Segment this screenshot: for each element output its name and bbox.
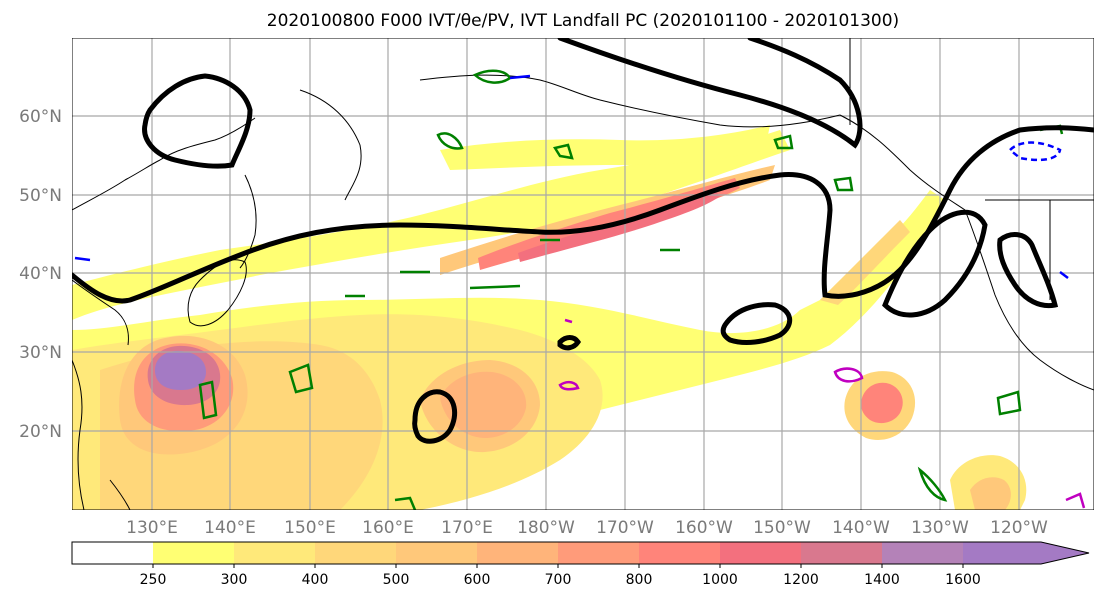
lon-label-130e: 130°E xyxy=(126,518,178,538)
colorbar-label: 1200 xyxy=(783,572,819,588)
colorbar-label: 250 xyxy=(140,572,167,588)
colorbar-label: 500 xyxy=(383,572,410,588)
coastlines xyxy=(72,38,1094,510)
lon-label-140w: 140°W xyxy=(832,518,890,538)
colorbar-segment xyxy=(558,542,639,564)
colorbar-label: 600 xyxy=(464,572,491,588)
lat-label-50: 50°N xyxy=(19,186,62,206)
colorbar-label: 800 xyxy=(626,572,653,588)
pv-contours xyxy=(74,74,1086,509)
colorbar-label: 1400 xyxy=(864,572,900,588)
colorbar-label: 300 xyxy=(221,572,248,588)
colorbar-segment xyxy=(963,542,1089,564)
colorbar-segment xyxy=(234,542,315,564)
lon-label-120w: 120°W xyxy=(990,518,1048,538)
lon-label-160w: 160°W xyxy=(675,518,733,538)
colorbar-segment xyxy=(720,542,801,564)
colorbar-segment xyxy=(882,542,963,564)
colorbar-segment xyxy=(639,542,720,564)
longitude-labels: 130°E 140°E 150°E 160°E 170°E 180°W 170°… xyxy=(126,518,1048,538)
colorbar-outline xyxy=(71,541,1090,565)
colorbar: 250 300 400 500 600 700 800 1000 1200 1400 1600 xyxy=(71,541,1090,588)
lon-label-180w: 180°W xyxy=(517,518,575,538)
colorbar-segment xyxy=(477,542,558,564)
lon-label-130w: 130°W xyxy=(911,518,969,538)
colorbar-segment xyxy=(801,542,882,564)
colorbar-segment xyxy=(72,542,153,564)
lat-label-60: 60°N xyxy=(19,107,62,127)
colorbar-label: 400 xyxy=(302,572,329,588)
latitude-labels: 60°N 50°N 40°N 30°N 20°N xyxy=(19,107,62,442)
lat-label-30: 30°N xyxy=(19,343,62,363)
lon-label-140e: 140°E xyxy=(204,518,256,538)
ivt-pc-contours xyxy=(72,38,1094,444)
lon-label-160e: 160°E xyxy=(362,518,414,538)
map-panel xyxy=(72,38,1094,510)
colorbar-segment xyxy=(396,542,477,564)
colorbar-label: 1600 xyxy=(945,572,981,588)
colorbar-segment xyxy=(315,542,396,564)
colorbar-label: 700 xyxy=(545,572,572,588)
colorbar-segment xyxy=(153,542,234,564)
colorbar-label: 1000 xyxy=(702,572,738,588)
lon-label-170w: 170°W xyxy=(596,518,654,538)
figure-title: 2020100800 F000 IVT/θe/PV, IVT Landfall … xyxy=(267,11,899,31)
lon-label-170e: 170°E xyxy=(441,518,493,538)
lat-label-40: 40°N xyxy=(19,264,62,284)
lat-label-20: 20°N xyxy=(19,422,62,442)
lon-label-150w: 150°W xyxy=(753,518,811,538)
lon-label-150e: 150°E xyxy=(284,518,336,538)
